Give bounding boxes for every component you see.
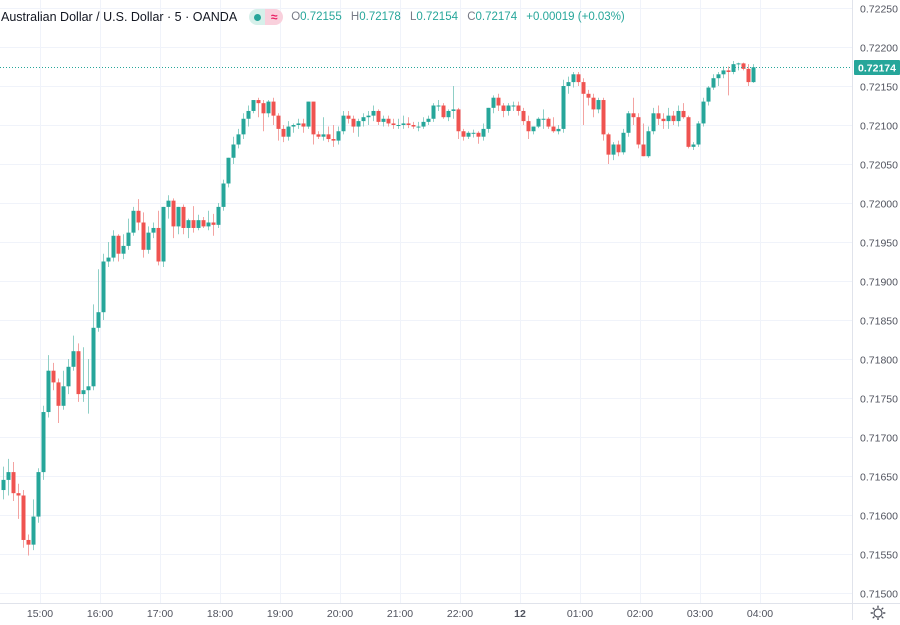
price-label: 0.71550 [860,550,898,562]
gear-icon[interactable] [870,605,886,621]
time-label: 04:00 [747,608,773,620]
candles [1,61,756,556]
price-label: 0.71750 [860,394,898,406]
price-label: 0.72250 [860,4,898,16]
time-label: 21:00 [387,608,413,620]
price-label: 0.72200 [860,43,898,55]
low-label: L [410,11,417,23]
status-pill[interactable]: ≈ [249,9,284,25]
open-label: O [291,11,301,23]
approx-icon: ≈ [265,9,284,25]
price-label: 0.71950 [860,238,898,250]
price-label: 0.72000 [860,199,898,211]
time-label: 20:00 [327,608,353,620]
price-label: 0.71850 [860,316,898,328]
time-label: 12 [514,608,526,620]
time-label: 18:00 [207,608,233,620]
price-label: 0.71650 [860,472,898,484]
time-label: 01:00 [567,608,593,620]
time-label: 03:00 [687,608,713,620]
grid-lines [0,0,852,603]
close-label: C [467,11,476,23]
time-label: 19:00 [267,608,293,620]
time-label: 15:00 [27,608,53,620]
close-value: 0.72174 [475,11,518,23]
time-label: 22:00 [447,608,473,620]
symbol-title[interactable]: Australian Dollar / U.S. Dollar · 5 · OA… [1,10,238,24]
price-label: 0.72050 [860,160,898,172]
time-label: 02:00 [627,608,653,620]
price-label: 0.72100 [860,121,898,133]
low-value: 0.72154 [416,11,458,23]
price-label: 0.71600 [860,511,898,523]
open-value: 0.72155 [300,11,342,23]
market-open-dot-icon [249,9,266,25]
svg-text:0.72174: 0.72174 [858,62,896,74]
price-axis-labels: 0.72250 0.72200 0.72150 0.72100 0.72050 0.720… [860,4,898,601]
price-label: 0.71900 [860,277,898,289]
time-axis-labels: 15:00 16:00 17:00 18:00 19:00 20:00 21:00 22:00… [27,608,773,620]
time-axis[interactable] [0,604,852,620]
chart-legend: Australian Dollar / U.S. Dollar · 5 · OA… [0,8,625,26]
price-label: 0.72150 [860,82,898,94]
time-label: 16:00 [87,608,113,620]
last-price-label: 0.72174 [854,60,900,75]
price-label: 0.71500 [860,589,898,601]
time-label: 17:00 [147,608,173,620]
change-value: +0.00019 (+0.03%) [526,11,625,23]
high-label: H [350,11,360,23]
ohlc-values: O0.72155 H0.72178 L0.72154 C0.72174 +0.0… [291,11,625,23]
price-label: 0.71700 [860,433,898,445]
high-value: 0.72178 [359,11,401,23]
price-label: 0.71800 [860,355,898,367]
